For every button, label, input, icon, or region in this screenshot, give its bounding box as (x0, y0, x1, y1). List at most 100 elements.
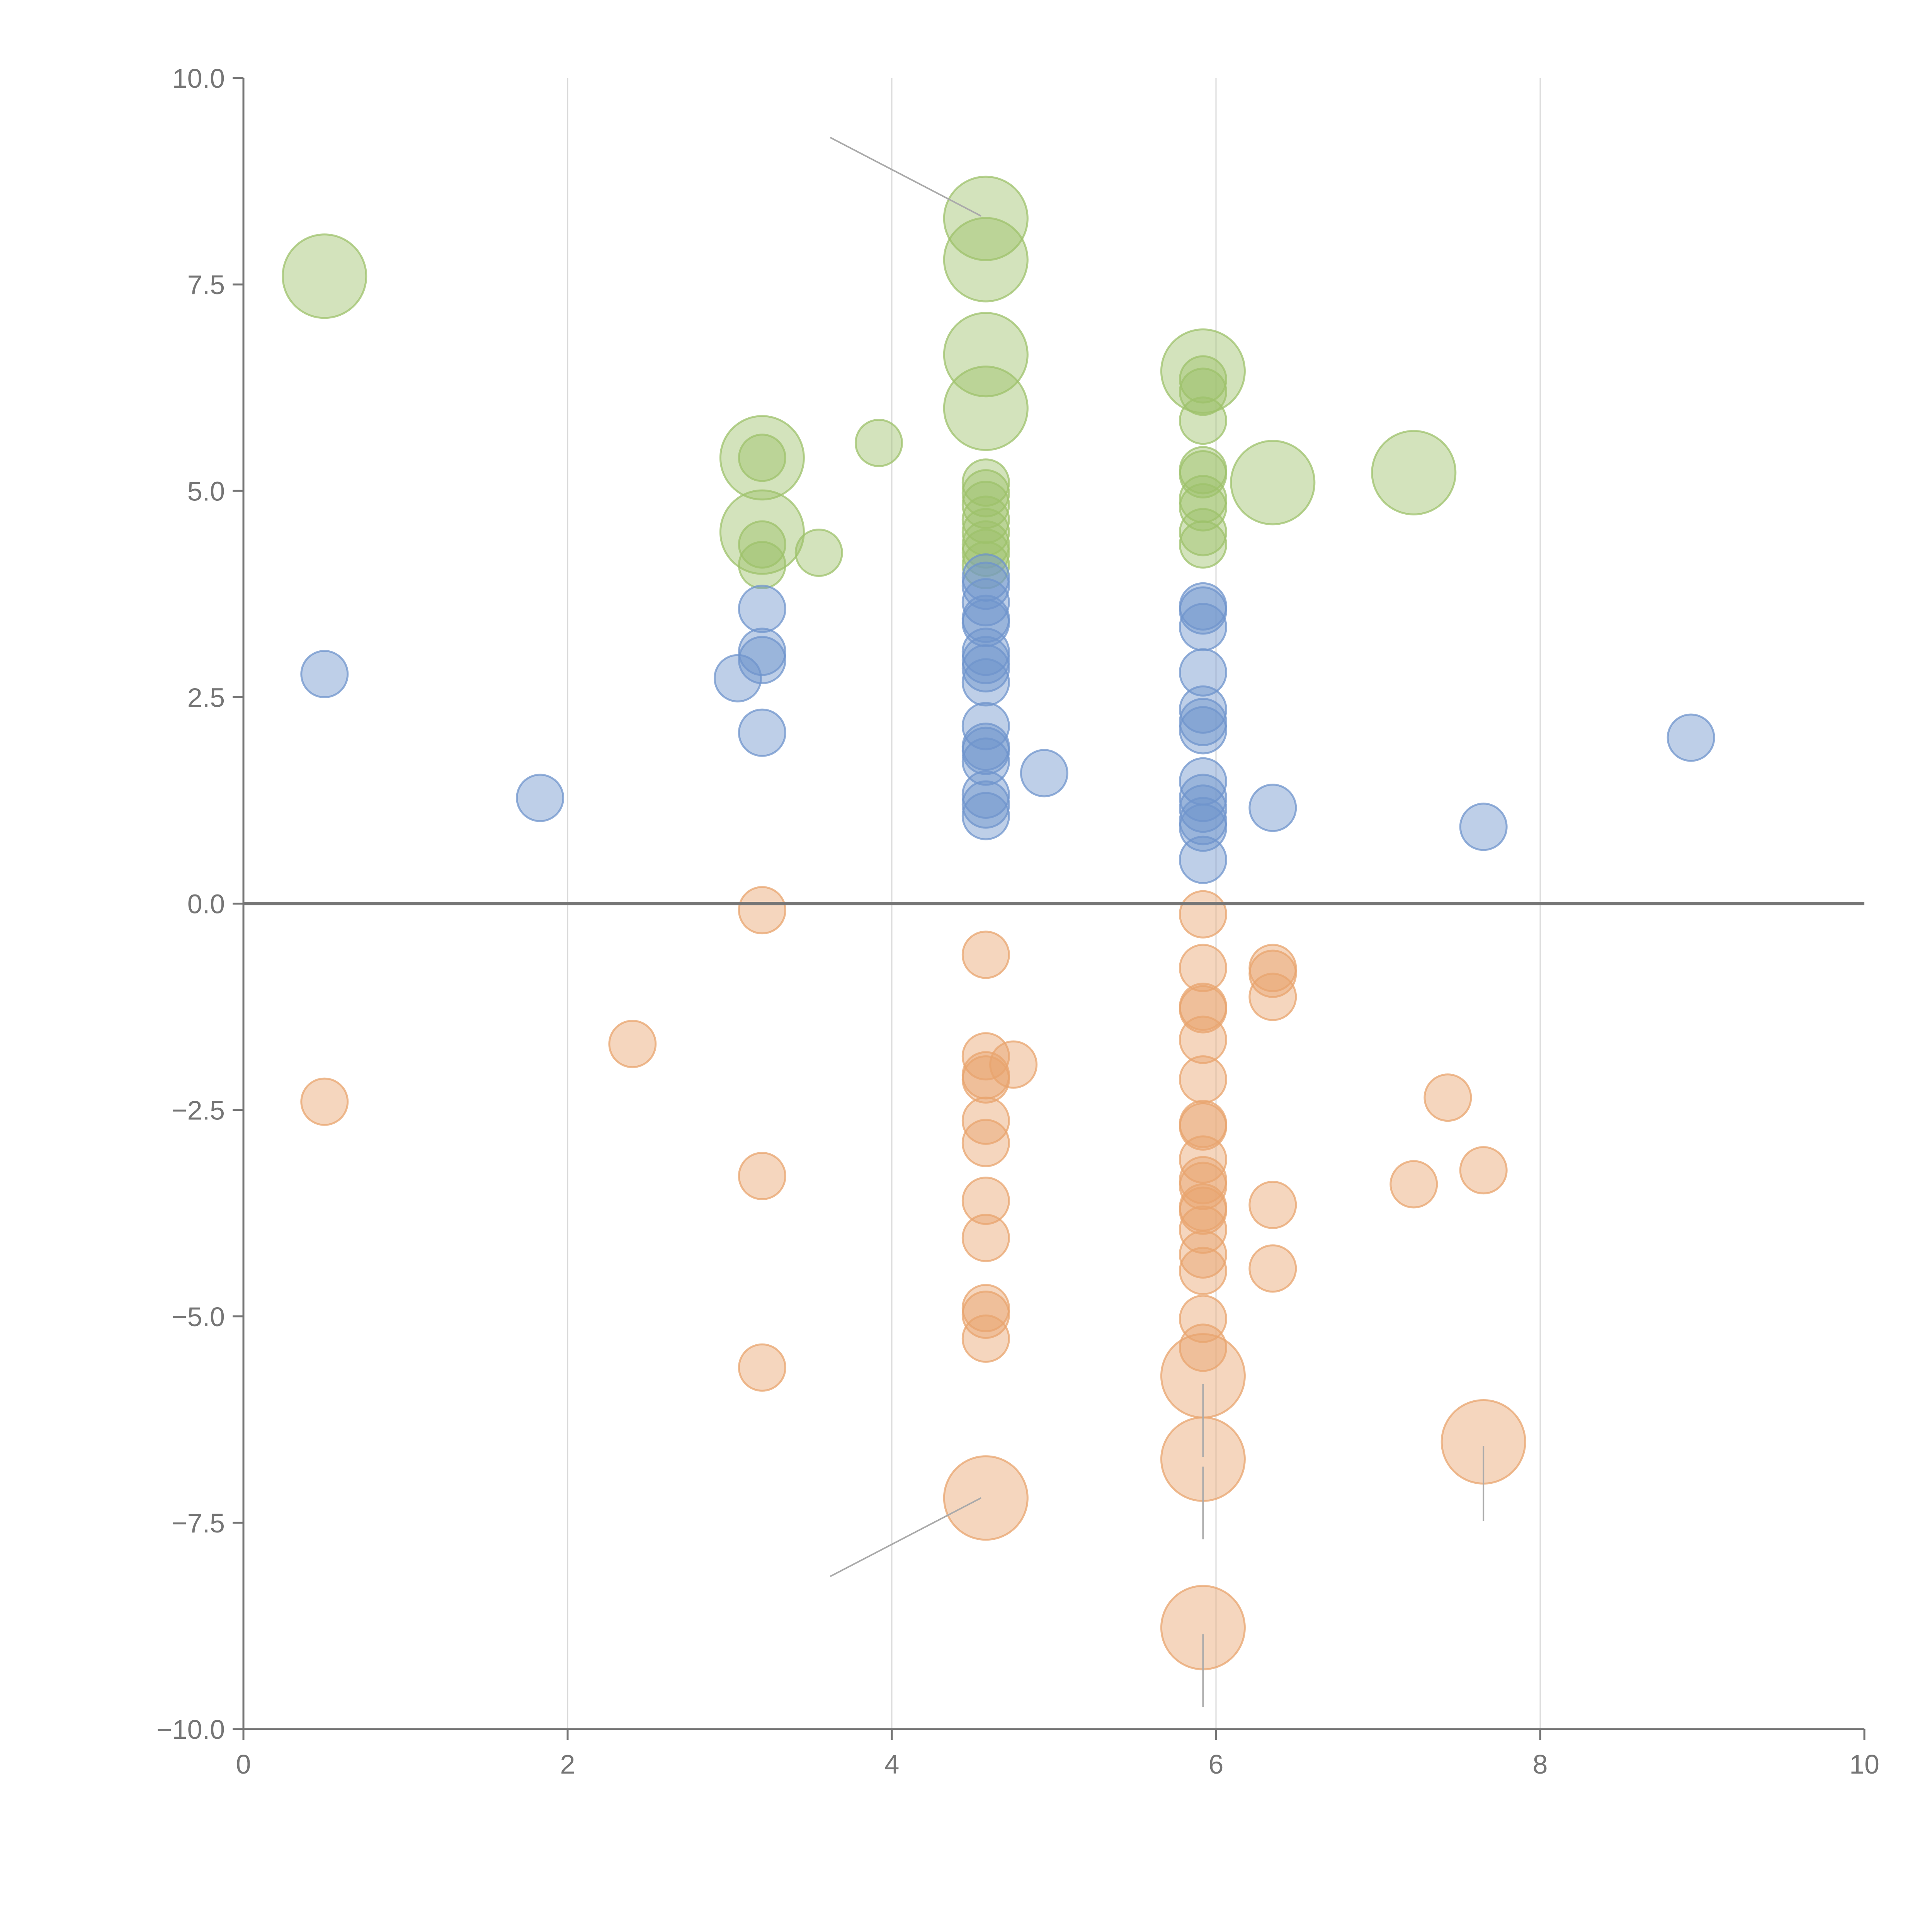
bubble-green (1179, 520, 1227, 569)
bubble-blue (516, 774, 565, 822)
y-tick-label: 5.0 (187, 476, 225, 506)
bubble-orange (1179, 1205, 1227, 1254)
bubble-blue (961, 561, 1010, 610)
bubble-orange (1248, 1244, 1297, 1293)
leader-line (830, 137, 981, 217)
bubble-orange (943, 1455, 1029, 1541)
bubble-orange (1179, 1186, 1227, 1235)
bubble-green (1371, 430, 1457, 515)
bubble-orange (1179, 1247, 1227, 1295)
leader-line (830, 1497, 981, 1577)
bubble-blue (1179, 648, 1227, 697)
bubble-green (282, 233, 367, 319)
x-tick-label: 4 (884, 1749, 900, 1779)
bubble-green (854, 418, 903, 467)
bubble-orange (738, 1152, 786, 1201)
bubble-blue (1179, 685, 1227, 734)
x-tick-label: 6 (1209, 1749, 1224, 1779)
y-tick-label: 2.5 (187, 682, 225, 713)
x-tick-label: 2 (560, 1749, 575, 1779)
bubble-blue (713, 654, 762, 702)
bubble-green (943, 312, 1029, 398)
y-tick-label: −10.0 (156, 1714, 225, 1745)
bubble-green (719, 415, 805, 501)
bubble-blue (1179, 603, 1227, 651)
bubble-orange (961, 1119, 1010, 1167)
bubble-orange (1179, 1102, 1227, 1151)
bubble-orange (1389, 1160, 1438, 1209)
bubble-orange (989, 1040, 1038, 1089)
bubble-orange (1248, 1180, 1297, 1229)
bubble-green (1179, 508, 1227, 556)
y-tick-label: 7.5 (187, 270, 225, 300)
bubble-blue (961, 780, 1010, 829)
bubble-blue (961, 737, 1010, 786)
bubble-orange (738, 886, 786, 935)
bubble-green (1179, 367, 1227, 416)
y-tick-label: −7.5 (172, 1508, 225, 1538)
bubble-green (794, 528, 843, 577)
bubble-green (1230, 440, 1316, 526)
bubble-green (738, 520, 786, 569)
bubble-blue (1179, 835, 1227, 884)
bubble-green (738, 541, 786, 590)
bubble-orange (1179, 1162, 1227, 1210)
bubble-blue (961, 792, 1010, 840)
bubble-orange (1179, 1294, 1227, 1343)
bubble-green (1179, 483, 1227, 532)
bubble-blue (738, 708, 786, 757)
bubble-green (1160, 328, 1246, 414)
bubble-orange (1179, 1015, 1227, 1064)
bubble-orange (1423, 1073, 1472, 1122)
x-tick-label: 0 (236, 1749, 251, 1779)
bubble-blue (961, 770, 1010, 819)
bubble-orange (961, 930, 1010, 979)
bubble-orange (1459, 1146, 1508, 1195)
bubbles-layer (282, 175, 1715, 1670)
bubble-green (1179, 396, 1227, 445)
bubble-green (961, 528, 1010, 577)
bubble-blue (1179, 784, 1227, 833)
bubble-green (943, 366, 1029, 451)
bubble-orange (1179, 890, 1227, 939)
bubble-blue (961, 578, 1010, 627)
bubble-blue (738, 585, 786, 633)
x-tick-label: 8 (1533, 1749, 1548, 1779)
bubble-orange (1179, 1055, 1227, 1104)
bubble-green (961, 469, 1010, 518)
bubble-orange (961, 1214, 1010, 1262)
y-tick-label: 0.0 (187, 889, 225, 919)
bubble-orange (961, 1055, 1010, 1104)
bubble-orange (1179, 1230, 1227, 1279)
bubble-blue (1020, 749, 1068, 798)
bubble-orange (1179, 944, 1227, 992)
bubble-green (961, 541, 1010, 590)
bubble-blue (1667, 713, 1715, 762)
bubble-blue (1459, 803, 1508, 851)
bubble-blue (1179, 586, 1227, 635)
bubble-blue (961, 702, 1010, 750)
bubble-orange (1179, 1135, 1227, 1184)
bubble-green (1179, 355, 1227, 404)
bubble-blue (1248, 784, 1297, 832)
y-tick-label: −2.5 (172, 1095, 225, 1126)
bubble-orange (1248, 973, 1297, 1021)
bubble-green (943, 217, 1029, 303)
y-tick-label: 10.0 (172, 63, 225, 94)
bubble-orange (1179, 1323, 1227, 1372)
bubble-orange (1179, 985, 1227, 1034)
y-tick-label: −5.0 (172, 1302, 225, 1332)
bubble-green (961, 481, 1010, 529)
bubble-blue (300, 650, 349, 699)
bubble-blue (961, 658, 1010, 707)
leader-lines-layer (830, 137, 1485, 1707)
bubble-blue (961, 644, 1010, 693)
bubble-orange (961, 1314, 1010, 1363)
x-tick-label: 10 (1849, 1749, 1879, 1779)
bubble-blue (961, 726, 1010, 775)
bubble-green (738, 434, 786, 482)
bubble-orange (738, 1343, 786, 1392)
bubble-orange (961, 1177, 1010, 1225)
bubble-blue (1179, 706, 1227, 755)
